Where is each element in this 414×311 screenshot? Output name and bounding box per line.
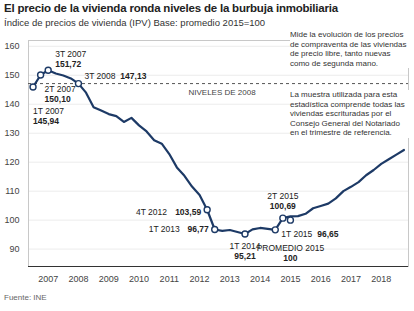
svg-text:96,77: 96,77 xyxy=(187,224,209,234)
svg-text:147,13: 147,13 xyxy=(120,71,146,81)
svg-text:120: 120 xyxy=(4,157,19,167)
svg-text:2015: 2015 xyxy=(280,274,300,284)
html-text:Fuente: INE: Fuente: INE xyxy=(4,293,47,302)
svg-text:100: 100 xyxy=(4,215,19,225)
svg-text:1T 2013: 1T 2013 xyxy=(149,224,180,234)
svg-text:1T 2015: 1T 2015 xyxy=(281,229,312,239)
html-text:Mide la evolución de los preci: Mide la evolución de los precios de comp… xyxy=(290,30,407,68)
svg-text:2T 2007: 2T 2007 xyxy=(45,84,76,94)
svg-text:96,65: 96,65 xyxy=(317,229,339,239)
html-text:Índice de precios de vivienda: Índice de precios de vivienda (IPV) Base… xyxy=(4,17,266,28)
svg-text:4T 2012: 4T 2012 xyxy=(136,207,167,217)
svg-text:145,94: 145,94 xyxy=(33,116,59,126)
svg-text:2013: 2013 xyxy=(220,274,240,284)
svg-text:3T 2008: 3T 2008 xyxy=(84,71,115,81)
svg-text:151,72: 151,72 xyxy=(55,59,81,69)
svg-text:2010: 2010 xyxy=(129,274,149,284)
svg-text:2014: 2014 xyxy=(250,274,270,284)
svg-text:2T 2015: 2T 2015 xyxy=(267,191,298,201)
svg-text:2011: 2011 xyxy=(160,274,179,284)
html-text:El precio de la vivienda ronda: El precio de la vivienda ronda niveles d… xyxy=(4,2,338,14)
svg-text:2008: 2008 xyxy=(68,274,88,284)
svg-text:103,59: 103,59 xyxy=(175,207,201,217)
svg-text:2017: 2017 xyxy=(341,274,361,284)
svg-text:1T 2014: 1T 2014 xyxy=(229,240,261,251)
html-text:La muestra utilizada para esta: La muestra utilizada para esta estadísti… xyxy=(290,90,405,137)
svg-text:PROMEDIO 2015: PROMEDIO 2015 xyxy=(257,243,325,253)
svg-text:100: 100 xyxy=(283,253,297,263)
svg-text:150: 150 xyxy=(4,70,19,80)
svg-text:95,21: 95,21 xyxy=(234,251,256,261)
svg-text:150,10: 150,10 xyxy=(45,94,71,104)
svg-text:2007: 2007 xyxy=(38,274,58,284)
svg-text:3T 2007: 3T 2007 xyxy=(55,49,86,59)
svg-text:110: 110 xyxy=(5,186,19,196)
svg-text:2012: 2012 xyxy=(190,274,210,284)
svg-text:140: 140 xyxy=(4,99,19,109)
svg-text:90: 90 xyxy=(9,244,19,254)
svg-text:2009: 2009 xyxy=(99,274,119,284)
svg-text:100,69: 100,69 xyxy=(270,201,296,211)
svg-text:160: 160 xyxy=(4,41,19,51)
svg-text:1T 2007: 1T 2007 xyxy=(33,106,64,116)
svg-text:2016: 2016 xyxy=(311,274,331,284)
svg-text:2018: 2018 xyxy=(371,274,391,284)
svg-text:NIVELES DE 2008: NIVELES DE 2008 xyxy=(189,88,257,97)
svg-text:130: 130 xyxy=(4,128,19,138)
